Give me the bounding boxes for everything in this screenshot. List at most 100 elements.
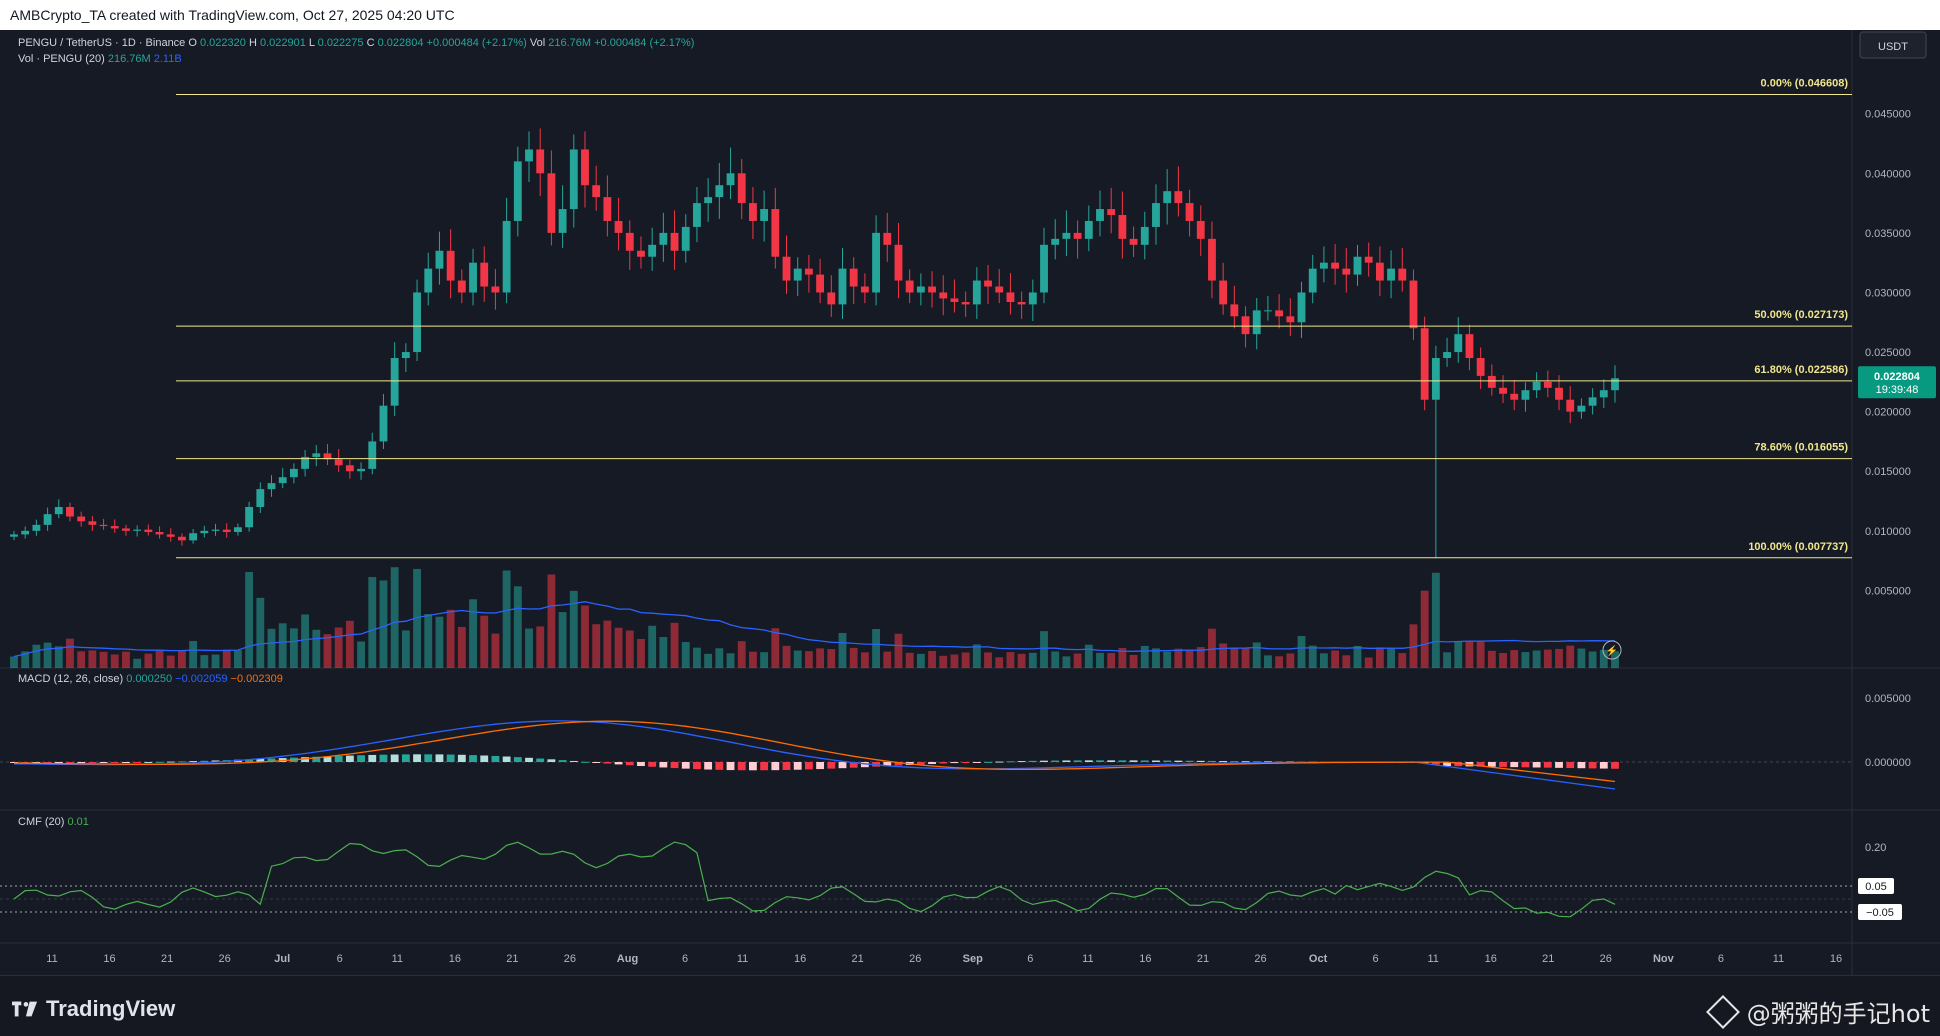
candle-body [1342,268,1351,275]
candle-body [950,298,959,303]
candle-body [1118,215,1127,239]
volume-bar [1028,652,1037,668]
volume-bar [1073,653,1082,668]
candle-body [1331,262,1340,269]
candle-body [211,529,220,531]
time-axis-tick: 16 [1139,953,1151,965]
candle-body [1196,220,1205,239]
current-price-value: 0.022804 [1874,371,1921,383]
time-axis-tick: 26 [219,953,231,965]
legend-part: Vol · PENGU (20) [18,53,108,65]
volume-bar [569,590,578,668]
volume-bar [1364,657,1373,668]
macd-histogram-bar [1096,760,1104,762]
macd-histogram-bar [670,762,679,769]
legend-part: 0.022804 [378,37,427,49]
macd-histogram-bar [457,754,466,762]
chart-canvas[interactable]: 0.00% (0.046608) 50.00% (0.027173) 61.80% … [0,0,1940,975]
time-axis-tick: 11 [392,953,403,965]
candle-body [469,262,477,293]
lightning-icon[interactable] [1602,640,1622,660]
cmf-tag-upper [1858,878,1894,894]
volume-bar [77,651,86,668]
lightning-glyph: ⚡ [1606,644,1618,657]
candle-body [446,250,455,281]
macd-histogram-bar [995,761,1004,763]
macd-histogram-bar [894,762,903,766]
volume-bar [1006,652,1015,668]
candle-body [760,209,769,221]
legend-part: 216.76M [108,53,154,65]
candle-body [1409,280,1418,329]
time-axis-tick: 11 [46,953,57,965]
volume-bar [1577,648,1586,668]
macd-histogram-bar [1476,762,1485,767]
candle-body [379,405,388,442]
candle-body [1264,310,1272,312]
macd-histogram-bar [200,760,209,762]
volume-bar [312,629,321,668]
volume-bar [99,651,108,668]
macd-histogram-bar [1040,760,1048,762]
volume-bar [390,567,399,668]
candle-body [916,286,925,293]
macd-histogram-bar [435,754,444,762]
macd-histogram-bar [1185,760,1194,762]
volume-bar [849,647,858,668]
macd-histogram-bar [1196,760,1205,762]
macd-histogram-bar [1073,760,1082,762]
macd-histogram-bar [424,754,433,762]
volume-bar [457,626,466,668]
candle-body [502,220,511,293]
candle-body [334,459,343,466]
volume-bar [737,641,746,668]
legend-part: +0.000484 (+2.17%) [594,37,694,49]
macd-histogram-bar [984,761,992,763]
time-axis-tick: 21 [852,953,864,965]
candle-body [670,232,679,251]
volume-bar [749,651,757,668]
volume-bar [1487,650,1496,668]
volume-bar [301,614,310,668]
candle-body [1431,358,1440,400]
volume-bar [1264,655,1272,668]
cmf-tag-lower [1858,904,1902,920]
volume-bar [345,620,354,668]
macd-histogram-bar [245,759,254,762]
volume-bar [771,628,780,668]
candle-body [1208,238,1216,281]
volume-bar [21,651,30,668]
volume-bar [1163,651,1172,668]
volume-bar [648,625,657,668]
candle-body [1611,378,1619,391]
legend-part: 0.022320 [200,37,249,49]
candle-body [178,536,186,541]
volume-bar [1431,572,1440,668]
bottom-bar: TradingView @粥粥的手记hot [0,975,1940,1036]
volume-bar [1196,647,1205,668]
candle-body [222,529,231,533]
macd-histogram-bar [838,762,847,769]
currency-button[interactable] [1859,31,1927,59]
volume-bar [502,570,511,668]
legend-part: −0.002309 [231,673,283,685]
candle-body [1084,220,1093,239]
candle-body [1174,191,1183,204]
candle-body [1230,304,1239,317]
volume-bar [1521,652,1530,668]
macd-histogram-bar [681,762,690,769]
candle-body [1028,292,1037,305]
time-axis-tick: 16 [1485,953,1497,965]
legend-part: 0.022901 [260,37,309,49]
candle-body [581,149,589,186]
macd-histogram-bar [760,762,769,771]
macd-histogram-bar [726,762,735,771]
candle-body [166,534,175,537]
macd-histogram-bar [603,762,612,764]
top-header-bar: AMBCrypto_TA created with TradingView.co… [0,0,1940,30]
candle-body [1454,334,1463,353]
tradingview-logo[interactable]: TradingView [12,996,175,1022]
macd-histogram-bar [502,756,511,762]
volume-bar [1588,651,1597,668]
candle-body [1219,280,1228,305]
